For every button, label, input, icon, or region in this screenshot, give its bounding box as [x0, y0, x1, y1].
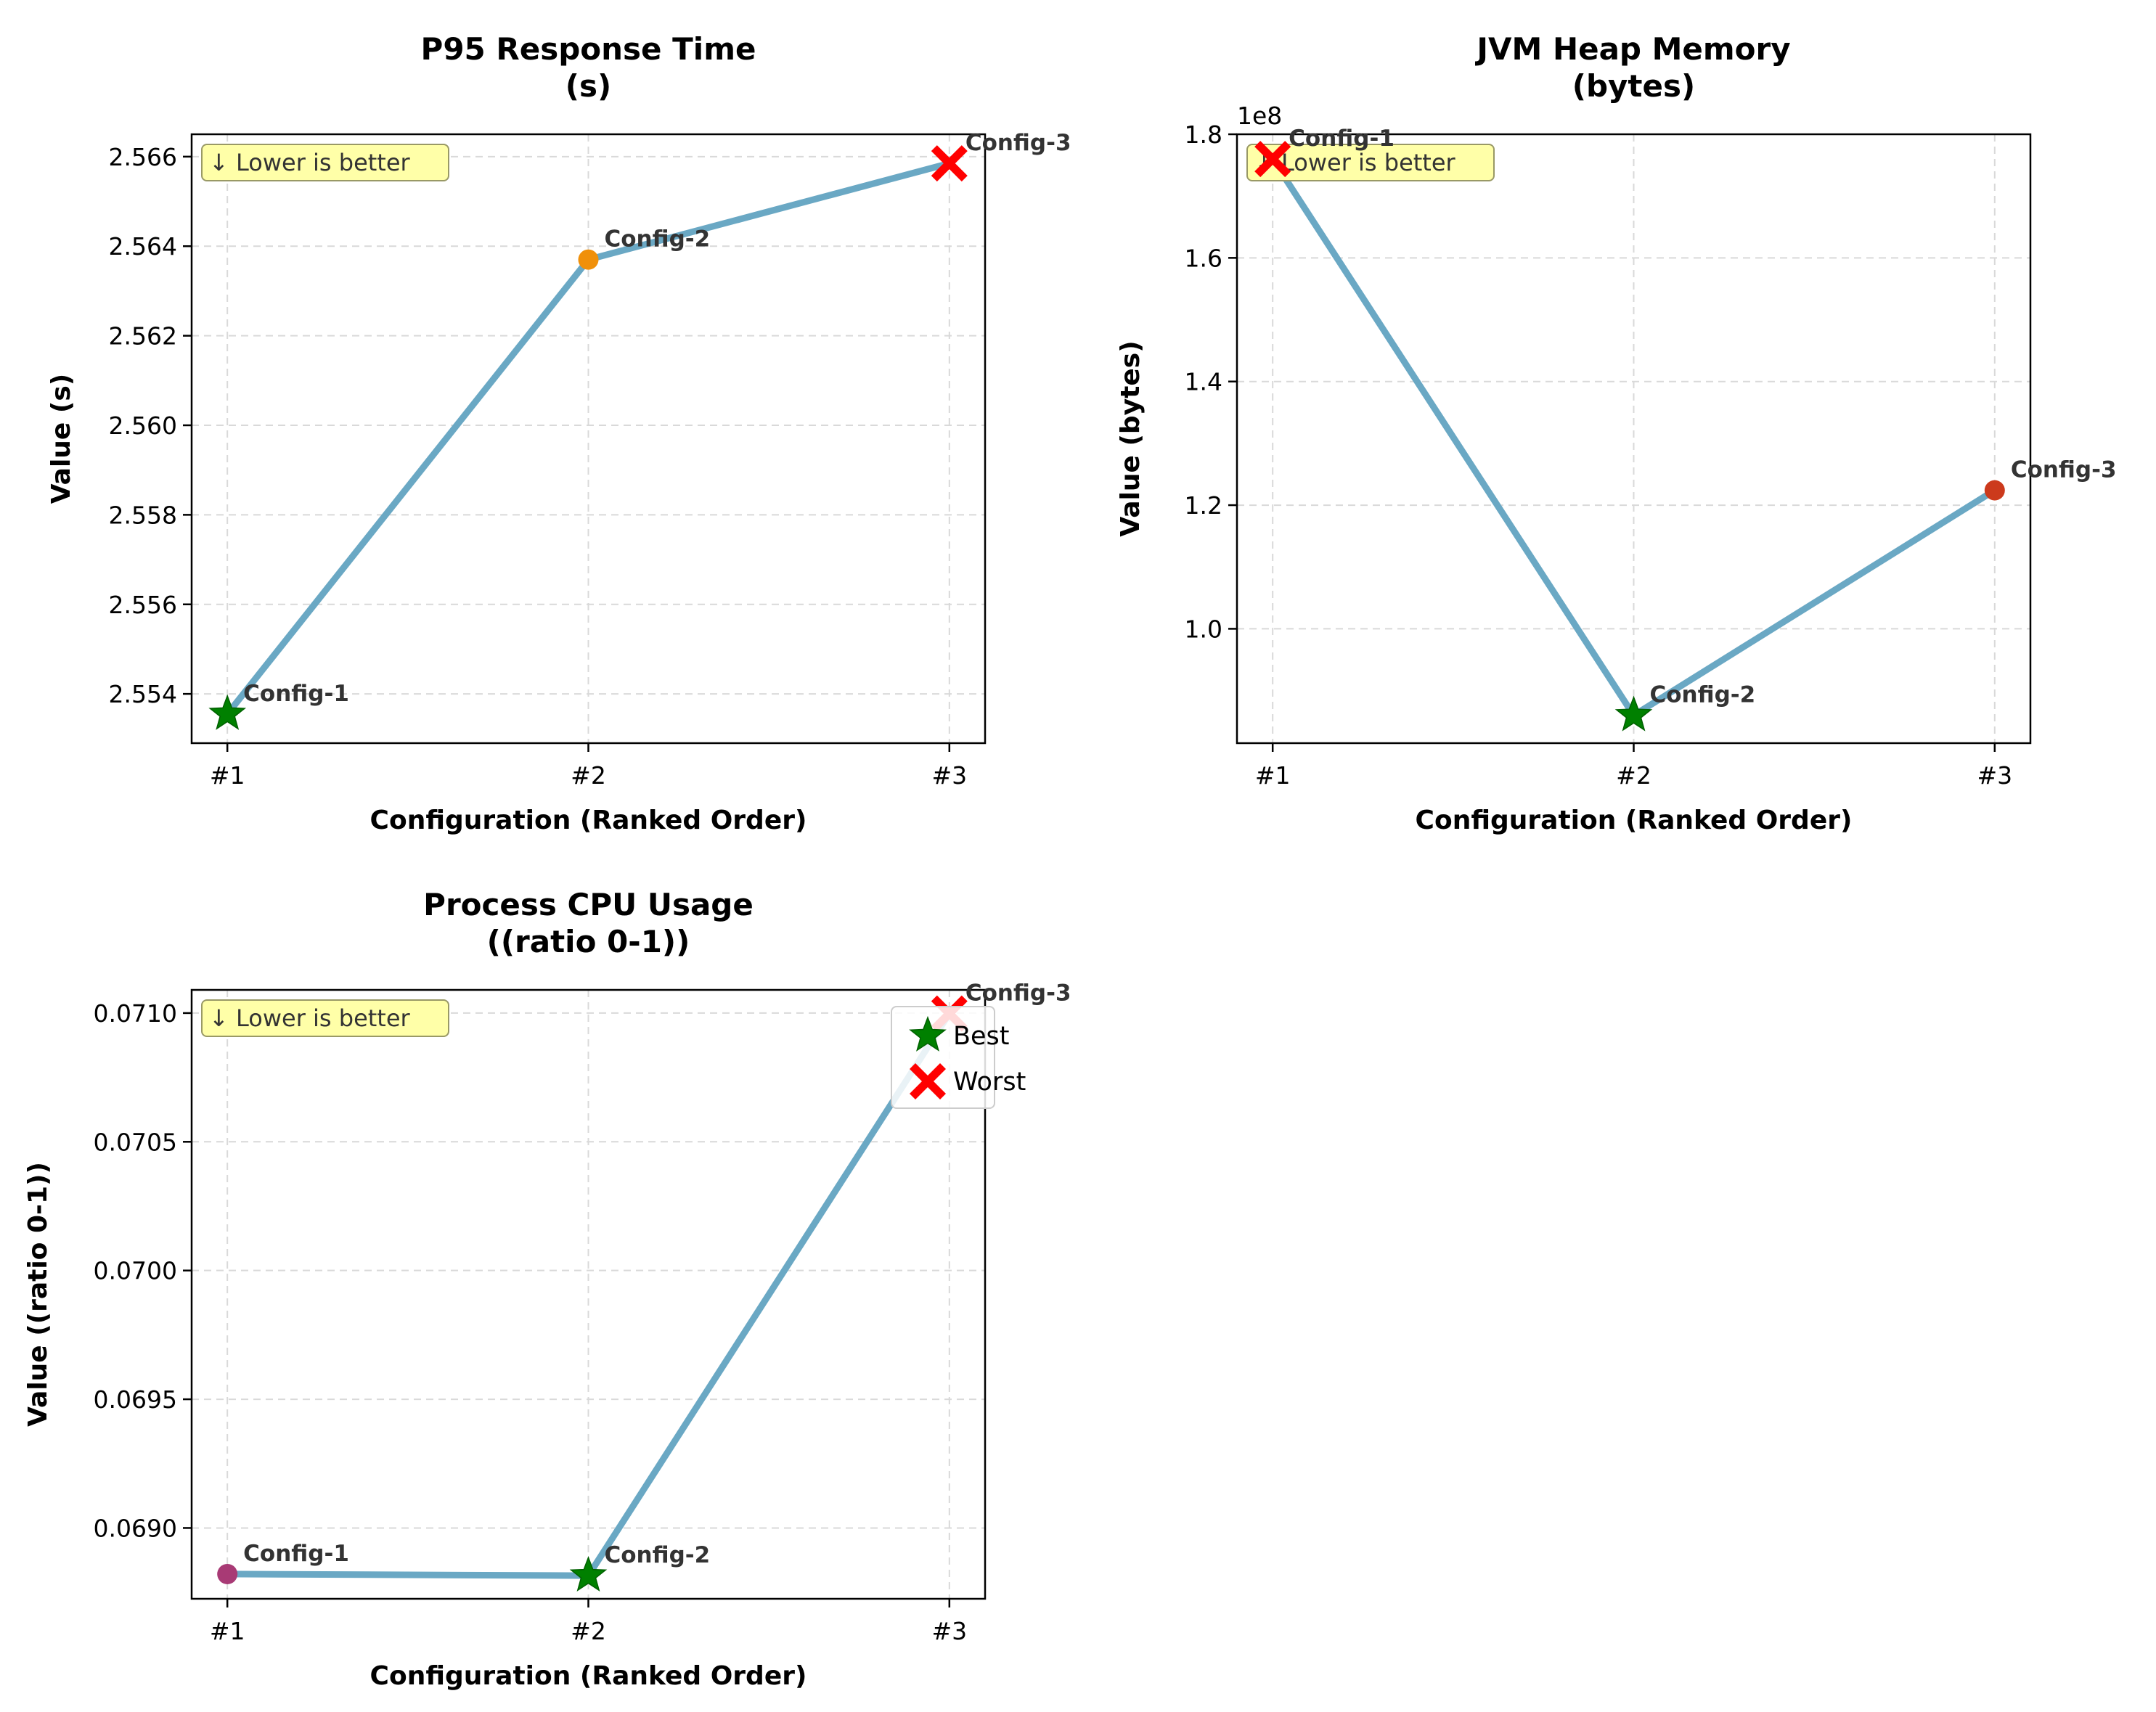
- y-tick-label: 1.0: [1185, 615, 1222, 643]
- chart-subtitle: (s): [565, 68, 611, 104]
- point-label: Config-2: [1650, 682, 1756, 708]
- chart-2: 1.0 1.2 1.4 1.6 1.8 #1 #2 #3 1e8 Configuration (R…: [1116, 31, 2117, 835]
- data-point-x: [931, 145, 968, 182]
- point-label: Config-3: [965, 980, 1071, 1007]
- chart-title: P95 Response Time: [421, 31, 756, 67]
- x-tick-label: #2: [571, 1617, 606, 1645]
- x-tick-label: #3: [931, 761, 967, 790]
- annotation-background: [1246, 144, 1495, 181]
- chart-subtitle: ((ratio 0-1)): [487, 924, 690, 959]
- x-tick-label: #2: [571, 761, 606, 790]
- x-tick-label: #1: [210, 1617, 245, 1645]
- x-axis-label: Configuration (Ranked Order): [370, 806, 807, 835]
- data-point-star: [569, 1555, 608, 1592]
- x-tick-label: #3: [931, 1617, 967, 1645]
- y-tick-label: 0.0710: [94, 999, 177, 1028]
- annotation-background: [201, 999, 449, 1037]
- chart-title: Process CPU Usage: [423, 887, 754, 922]
- chart-1: 2.554 2.556 2.558 2.560 2.562 2.564 2.566 #1 #2 #…: [46, 31, 1071, 835]
- data-point-circle: [1984, 480, 2005, 501]
- y-tick-label: 0.0695: [94, 1385, 177, 1414]
- x-axis-label: Configuration (Ranked Order): [1416, 806, 1853, 835]
- data-point-star: [1614, 695, 1653, 732]
- y-tick-label: 2.564: [109, 232, 177, 261]
- y-tick-label: 2.566: [109, 143, 177, 171]
- y-tick-label: 1.6: [1185, 244, 1222, 272]
- y-tick-label: 2.558: [109, 501, 177, 529]
- x-tick-label: #3: [1977, 761, 2012, 790]
- point-label: Config-3: [965, 130, 1071, 156]
- legend-marker-x: [910, 1063, 946, 1099]
- point-label: Config-1: [1289, 126, 1395, 152]
- y-tick-label: 2.560: [109, 411, 177, 440]
- legend-marker-star: [909, 1015, 947, 1052]
- data-point-x: [1254, 141, 1291, 178]
- annotation-text: ↓ Lower is better: [209, 149, 411, 176]
- y-offset-text: 1e8: [1237, 102, 1282, 130]
- y-tick-label: 1.2: [1185, 491, 1222, 520]
- annotation-box: ↓ Lower is better: [201, 999, 449, 1037]
- y-tick-label: 0.0690: [94, 1514, 177, 1542]
- y-tick-label: 0.0700: [94, 1257, 177, 1285]
- legend: Best Worst: [891, 1006, 1026, 1109]
- y-tick-label: 0.0705: [94, 1128, 177, 1156]
- annotation-background: [201, 144, 449, 181]
- y-axis-label: Value ((ratio 0-1)): [23, 1162, 53, 1427]
- point-label: Config-3: [2011, 457, 2117, 483]
- legend-label: Best: [953, 1022, 1010, 1051]
- x-tick-label: #1: [1255, 761, 1291, 790]
- annotation-text: ↓ Lower is better: [209, 1004, 411, 1032]
- chart-3: 0.0690 0.0695 0.0700 0.0705 0.0710 #1 #2 #3 Conf…: [23, 887, 1071, 1691]
- point-label: Config-2: [605, 226, 711, 253]
- y-tick-label: 1.8: [1185, 120, 1222, 149]
- x-tick-label: #1: [210, 761, 245, 790]
- point-label: Config-2: [605, 1542, 711, 1568]
- point-label: Config-1: [243, 681, 349, 707]
- annotation-box: ↓ Lower is better: [201, 144, 449, 181]
- data-point-star: [208, 694, 247, 730]
- y-tick-label: 2.554: [109, 680, 177, 708]
- legend-label: Worst: [953, 1068, 1026, 1097]
- y-tick-label: 1.4: [1185, 368, 1222, 396]
- point-label: Config-1: [243, 1541, 349, 1567]
- y-tick-label: 2.562: [109, 322, 177, 351]
- y-tick-label: 2.556: [109, 591, 177, 619]
- data-point-circle: [217, 1563, 238, 1584]
- x-tick-label: #2: [1616, 761, 1651, 790]
- chart-subtitle: (bytes): [1572, 68, 1695, 104]
- y-axis-label: Value (bytes): [1116, 340, 1146, 536]
- chart-title: JVM Heap Memory: [1474, 31, 1790, 67]
- y-axis-label: Value (s): [46, 374, 76, 504]
- data-point-circle: [578, 249, 599, 270]
- x-axis-label: Configuration (Ranked Order): [370, 1661, 807, 1691]
